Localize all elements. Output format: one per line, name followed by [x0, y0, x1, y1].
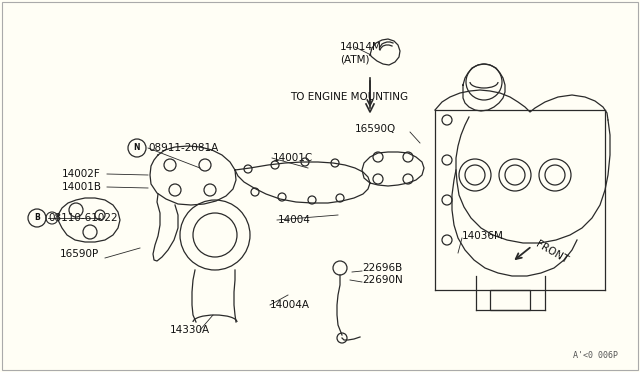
- Text: A'<0 006P: A'<0 006P: [573, 351, 618, 360]
- Text: 14002F: 14002F: [62, 169, 100, 179]
- Text: 08110-61022: 08110-61022: [48, 213, 118, 223]
- Text: 14001C: 14001C: [273, 153, 313, 163]
- Text: B: B: [34, 214, 40, 222]
- Text: 22696B: 22696B: [362, 263, 403, 273]
- Text: 14001B: 14001B: [62, 182, 102, 192]
- Text: TO ENGINE MOUNTING: TO ENGINE MOUNTING: [290, 92, 408, 102]
- Text: N: N: [134, 144, 140, 153]
- Text: 22690N: 22690N: [362, 275, 403, 285]
- Text: 14004: 14004: [278, 215, 311, 225]
- Text: 08911-2081A: 08911-2081A: [148, 143, 218, 153]
- Text: 16590P: 16590P: [60, 249, 99, 259]
- Text: 14330A: 14330A: [170, 325, 210, 335]
- Text: 14036M: 14036M: [462, 231, 504, 241]
- Text: 14014M: 14014M: [340, 42, 382, 52]
- Text: (ATM): (ATM): [340, 55, 369, 65]
- Text: 14004A: 14004A: [270, 300, 310, 310]
- Text: FRONT: FRONT: [534, 239, 570, 265]
- Text: 16590Q: 16590Q: [355, 124, 396, 134]
- Bar: [490, 290, 530, 310]
